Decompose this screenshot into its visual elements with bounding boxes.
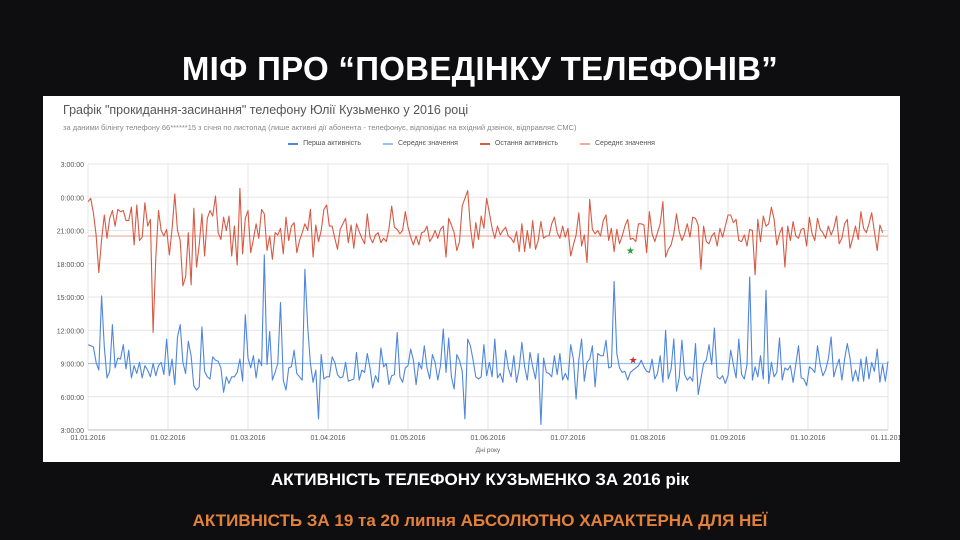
caption-july-note: АКТИВНІСТЬ ЗА 19 та 20 липня АБСОЛЮТНО Х…: [192, 511, 768, 530]
slide-title: МІФ ПРО “ПОВЕДІНКУ ТЕЛЕФОНІВ”: [181, 50, 779, 87]
legend-label-last-activity: Остання активність: [494, 140, 558, 147]
x-tick-label: 01.10.2016: [790, 435, 825, 442]
legend-item-first-average[interactable]: Середнє значення: [382, 140, 458, 147]
legend-item-last-activity[interactable]: Остання активність: [479, 140, 558, 147]
legend-swatch-last-average: [580, 142, 590, 145]
legend-item-first-activity[interactable]: Перша активність: [288, 140, 361, 147]
x-tick-label: 01.05.2016: [390, 435, 425, 442]
legend-item-last-average[interactable]: Середнє значення: [580, 140, 655, 147]
x-tick-label: 01.02.2016: [150, 435, 185, 442]
chart-panel: Графік "прокидання-засинання" телефону Ю…: [43, 96, 900, 462]
caption-activity-year: АКТИВНІСТЬ ТЕЛЕФОНУ КУЗЬМЕНКО ЗА 2016 рі…: [270, 470, 690, 489]
x-tick-label: 01.09.2016: [710, 435, 745, 442]
y-tick-label: 9:00:00: [61, 362, 84, 369]
y-tick-label: 3:00:00: [61, 162, 84, 169]
star-marker: ★: [626, 246, 635, 257]
x-tick-label: 01.06.2016: [470, 435, 505, 442]
chart-plot-area: 3:00:00 6:00:00 9:00:00 12:00:00 15:00:00 18:…: [57, 162, 900, 454]
legend-label-last-average: Середнє значення: [595, 140, 655, 147]
y-tick-label: 3:00:00: [61, 428, 84, 435]
legend-swatch-first-average: [382, 142, 393, 145]
x-tick-label: 01.08.2016: [630, 435, 665, 442]
series-first-activity-line: [87, 254, 889, 426]
legend-label-first-average: Середнє значення: [397, 140, 458, 147]
y-tick-label: 6:00:00: [61, 395, 84, 402]
y-tick-label: 0:00:00: [61, 195, 84, 202]
x-tick-label: 01.07.2016: [550, 435, 585, 442]
chart-legend: Перша активність Середнє значення Останн…: [43, 140, 900, 147]
legend-swatch-first-activity: [288, 142, 299, 145]
chart-title: Графік "прокидання-засинання" телефону Ю…: [63, 103, 469, 117]
legend-label-first-activity: Перша активність: [303, 140, 361, 147]
y-tick-label: 15:00:00: [57, 295, 84, 302]
legend-swatch-last-activity: [479, 142, 490, 145]
x-tick-label: 01.01.2016: [70, 435, 105, 442]
series-last-activity-line: [87, 187, 884, 334]
y-tick-label: 21:00:00: [57, 229, 84, 236]
star-marker: ★: [629, 356, 638, 367]
x-axis-label: Дні року: [476, 446, 501, 454]
y-tick-label: 18:00:00: [57, 262, 84, 269]
y-tick-label: 12:00:00: [57, 328, 84, 335]
x-tick-label: 01.11.2016: [871, 435, 900, 442]
x-tick-label: 01.03.2016: [230, 435, 265, 442]
chart-subtitle: за даними білінгу телефону 66******15 з …: [63, 123, 577, 132]
x-tick-label: 01.04.2016: [310, 435, 345, 442]
